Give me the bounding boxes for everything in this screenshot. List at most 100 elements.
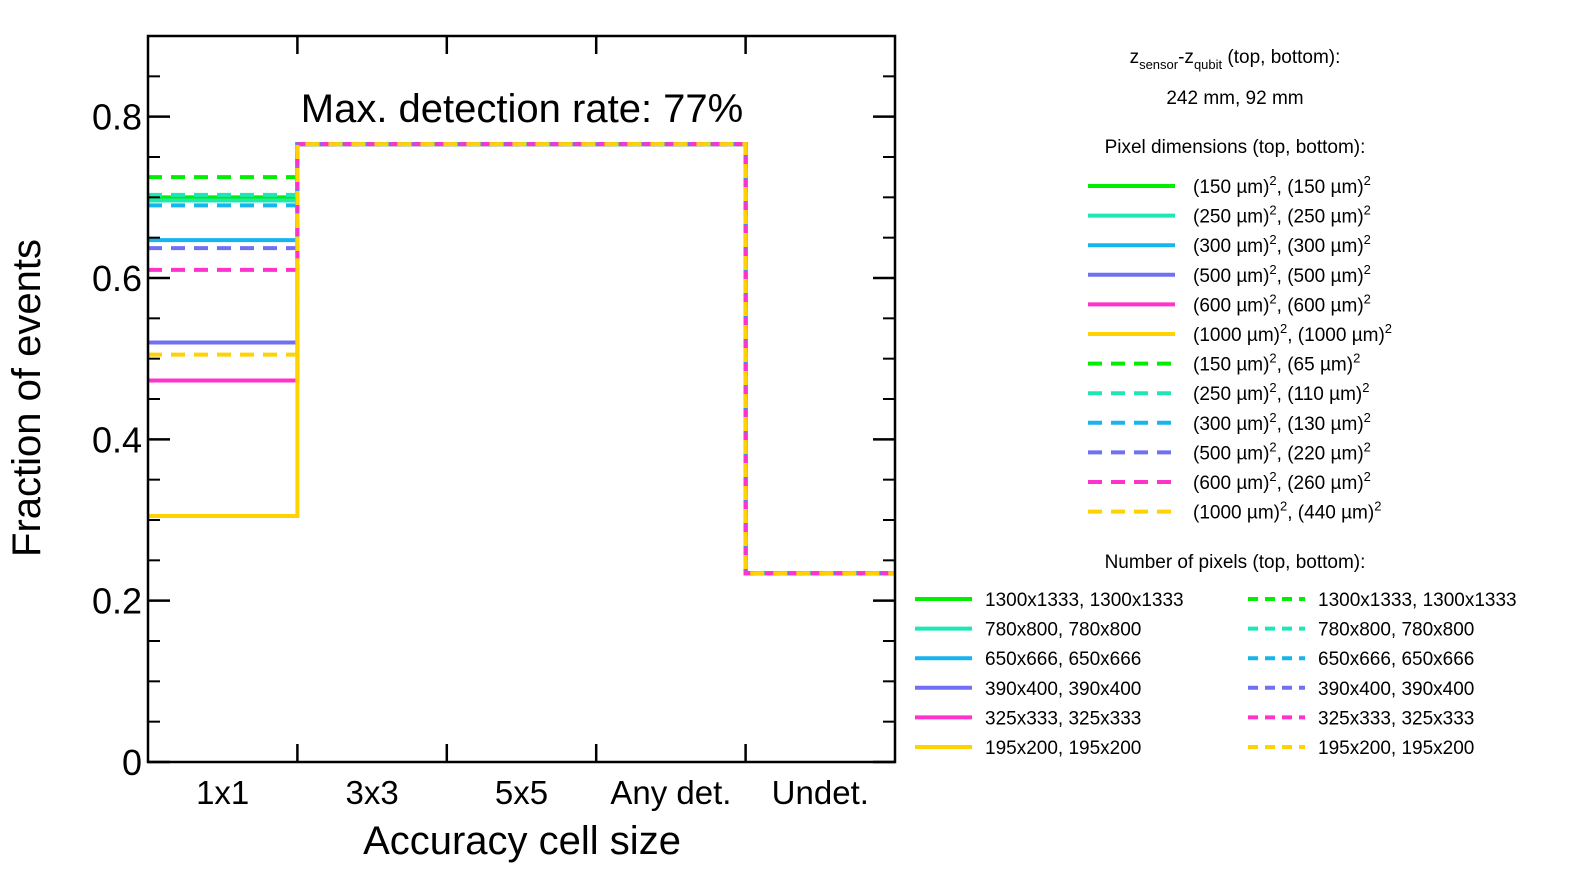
- pixel-dim-part: µm: [1331, 236, 1358, 257]
- pixel-dim-part: µm: [1329, 384, 1356, 405]
- pixel-dim-part: µm: [1331, 443, 1358, 464]
- pixel-dim-part: 150: [1199, 355, 1231, 376]
- count-label-3: 390x400, 390x400: [985, 679, 1141, 700]
- pixel-dim-part: , (: [1277, 266, 1295, 287]
- pixel-dim-part: ): [1263, 295, 1269, 316]
- legend-pixel-dim-11: (1000 µm)2, (440 µm)2: [1193, 499, 1381, 524]
- pixel-dim-part: µm: [1236, 414, 1263, 435]
- legend: zsensor-zqubit (top, bottom): 242 mm, 92 …: [915, 47, 1517, 759]
- count-label-5: 195x200, 195x200: [985, 738, 1141, 759]
- pixel-dim-part: ): [1347, 355, 1353, 376]
- pixel-dim-part: 2: [1269, 291, 1276, 306]
- pixel-dim-part: 300: [1199, 414, 1231, 435]
- legend-pixel-dim-8: (300 µm)2, (130 µm)2: [1193, 410, 1371, 435]
- pixel-dim-part: 500: [1199, 443, 1231, 464]
- pixel-dim-part: ): [1357, 236, 1363, 257]
- pixel-dim-part: µm: [1331, 414, 1358, 435]
- legend-pixel-dim-4: (600 µm)2, (600 µm)2: [1193, 291, 1371, 316]
- pixel-dim-part: ): [1357, 295, 1363, 316]
- series-line-4: [148, 142, 895, 576]
- pixel-dim-part: ): [1357, 414, 1363, 435]
- z-title-part: qubit: [1194, 57, 1223, 72]
- pixel-dim-part: ): [1357, 207, 1363, 228]
- count-label-0: 1300x1333, 1300x1333: [985, 590, 1184, 611]
- pixel-dim-part: ): [1263, 177, 1269, 198]
- count-label-1: 780x800, 780x800: [985, 620, 1141, 641]
- pixel-dim-part: 2: [1269, 203, 1276, 218]
- pixel-dim-part: 2: [1364, 203, 1371, 218]
- pixel-dim-part: , (: [1277, 384, 1295, 405]
- pixel-dim-part: µm: [1236, 266, 1263, 287]
- pixel-dim-part: (: [1193, 414, 1200, 435]
- pixel-dim-part: ): [1378, 325, 1384, 346]
- pixel-dim-part: 150: [1294, 177, 1326, 198]
- pixel-dim-part: µm: [1331, 207, 1358, 228]
- pixel-dim-part: 1000: [1199, 325, 1241, 346]
- pixel-dim-part: , (: [1277, 355, 1295, 376]
- pixel-dim-part: 2: [1353, 351, 1360, 366]
- pixel-dim-part: ): [1263, 236, 1269, 257]
- legend-pixel-dim-7: (250 µm)2, (110 µm)2: [1193, 380, 1369, 405]
- pixel-dim-part: ): [1263, 266, 1269, 287]
- legend-pixel-dim-3: (500 µm)2, (500 µm)2: [1193, 262, 1371, 287]
- pixel-dim-part: ): [1263, 414, 1269, 435]
- pixel-dim-part: ): [1274, 503, 1280, 524]
- pixel-dim-part: , (: [1277, 414, 1295, 435]
- pixel-dim-part: 2: [1364, 469, 1371, 484]
- legend-pixel-dim-5: (1000 µm)2, (1000 µm)2: [1193, 321, 1392, 346]
- count-label-10: 325x333, 325x333: [1318, 708, 1474, 729]
- series-line-6: [148, 142, 895, 576]
- pixel-dim-part: (: [1193, 236, 1200, 257]
- z-title-part: (top, bottom):: [1222, 47, 1340, 68]
- legend-pixel-dim-0: (150 µm)2, (150 µm)2: [1193, 173, 1371, 198]
- x-axis-label: Accuracy cell size: [363, 819, 681, 863]
- pixel-dim-part: 250: [1199, 207, 1231, 228]
- pixel-dim-part: ): [1356, 384, 1362, 405]
- z-distance-values: 242 mm, 92 mm: [1166, 88, 1303, 109]
- pixel-dim-part: 2: [1269, 262, 1276, 277]
- count-label-4: 325x333, 325x333: [985, 708, 1141, 729]
- pixel-dim-part: 500: [1199, 266, 1231, 287]
- pixel-dim-part: 600: [1199, 473, 1231, 494]
- pixel-dim-part: , (: [1287, 503, 1305, 524]
- pixel-dim-part: 2: [1269, 173, 1276, 188]
- pixel-dim-part: ): [1368, 503, 1374, 524]
- series-line-7: [148, 142, 895, 576]
- x-tick-label: 1x1: [196, 774, 249, 811]
- series-line-0: [148, 142, 895, 576]
- pixel-dim-part: µm: [1236, 236, 1263, 257]
- pixel-dim-part: (: [1193, 177, 1200, 198]
- pixel-dim-part: , (: [1277, 236, 1295, 257]
- pixel-dim-part: 2: [1364, 232, 1371, 247]
- count-label-8: 650x666, 650x666: [1318, 649, 1474, 670]
- pixel-dim-part: 250: [1294, 207, 1326, 228]
- pixel-dim-part: ): [1357, 443, 1363, 464]
- pixel-dim-part: 2: [1269, 439, 1276, 454]
- pixel-dim-part: 300: [1294, 236, 1326, 257]
- pixel-dim-part: µm: [1236, 207, 1263, 228]
- pixel-dim-part: µm: [1320, 355, 1347, 376]
- series-line-3: [148, 142, 895, 576]
- pixel-dim-part: , (: [1277, 473, 1295, 494]
- num-pixels-title: Number of pixels (top, bottom):: [1105, 552, 1366, 573]
- legend-pixel-dim-10: (600 µm)2, (260 µm)2: [1193, 469, 1371, 494]
- pixel-dim-part: µm: [1331, 295, 1358, 316]
- pixel-dim-part: , (: [1277, 207, 1295, 228]
- pixel-dim-part: µm: [1236, 443, 1263, 464]
- series-line-9: [148, 142, 895, 576]
- x-tick-label: Any det.: [610, 774, 731, 811]
- pixel-dim-part: 600: [1294, 295, 1326, 316]
- count-label-6: 1300x1333, 1300x1333: [1318, 590, 1517, 611]
- pixel-dim-part: 2: [1385, 321, 1392, 336]
- pixel-dim-part: ): [1263, 443, 1269, 464]
- pixel-dim-part: 65: [1294, 355, 1315, 376]
- x-tick-label: 5x5: [495, 774, 548, 811]
- pixel-dim-part: 2: [1364, 291, 1371, 306]
- y-tick-label: 0.8: [92, 97, 142, 138]
- max-detection-annotation: Max. detection rate: 77%: [301, 87, 743, 131]
- z-title-part: z: [1130, 47, 1140, 68]
- pixel-dim-part: 2: [1280, 321, 1287, 336]
- pixel-dim-part: 2: [1269, 469, 1276, 484]
- z-title-part: sensor: [1139, 57, 1179, 72]
- series-line-1: [148, 142, 895, 576]
